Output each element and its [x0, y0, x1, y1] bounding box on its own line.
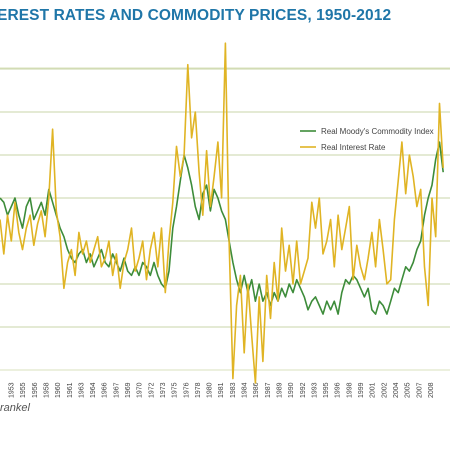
series-line-interest — [0, 42, 444, 384]
series-line-commodity — [0, 141, 444, 315]
x-tick-label: 2005 — [405, 382, 412, 398]
x-tick-label: 1976 — [183, 382, 190, 398]
x-axis-tick-labels: 1953 1955 1956 1958 1960 1961 1963 1964 1966 1967… — [9, 382, 435, 398]
x-tick-label: 1998 — [346, 382, 353, 398]
x-tick-label: 1983 — [230, 382, 237, 398]
x-tick-label: 1961 — [67, 382, 74, 398]
x-tick-label: 1955 — [20, 382, 27, 398]
chart-title: EREST RATES AND COMMODITY PRICES, 1950-2… — [0, 7, 392, 24]
x-tick-label: 2004 — [393, 382, 400, 398]
x-tick-label: 1973 — [160, 382, 167, 398]
x-tick-label: 1980 — [207, 382, 214, 398]
x-tick-label: 2002 — [381, 382, 388, 398]
x-tick-label: 1966 — [102, 382, 109, 398]
x-tick-label: 1975 — [172, 382, 179, 398]
x-tick-label: 1986 — [253, 382, 260, 398]
legend-label-commodity: Real Moody's Commodity Index — [321, 127, 434, 136]
source-note: rankel — [0, 402, 30, 414]
x-tick-label: 1969 — [125, 382, 132, 398]
x-tick-label: 1993 — [311, 382, 318, 398]
x-tick-label: 1972 — [148, 382, 155, 398]
x-tick-label: 1981 — [218, 382, 225, 398]
x-tick-label: 1956 — [32, 382, 39, 398]
x-tick-label: 1984 — [242, 382, 249, 398]
x-tick-label: 1958 — [43, 382, 50, 398]
x-tick-label: 1989 — [276, 382, 283, 398]
legend: Real Moody's Commodity Index Real Intere… — [300, 127, 434, 152]
x-tick-label: 2001 — [370, 382, 377, 398]
x-tick-label: 2007 — [416, 382, 423, 398]
x-tick-label: 1987 — [265, 382, 272, 398]
x-tick-label: 1995 — [323, 382, 330, 398]
x-tick-label: 1996 — [335, 382, 342, 398]
x-tick-label: 2008 — [428, 382, 435, 398]
legend-label-interest: Real Interest Rate — [321, 143, 386, 152]
x-tick-label: 1964 — [90, 382, 97, 398]
series-lines — [0, 42, 444, 384]
x-tick-label: 1953 — [9, 382, 16, 398]
x-tick-label: 1970 — [137, 382, 144, 398]
x-tick-label: 1960 — [55, 382, 62, 398]
x-tick-label: 1978 — [195, 382, 202, 398]
x-tick-label: 1967 — [113, 382, 120, 398]
x-tick-label: 1990 — [288, 382, 295, 398]
x-tick-label: 1992 — [300, 382, 307, 398]
x-tick-label: 1963 — [78, 382, 85, 398]
x-tick-label: 1999 — [358, 382, 365, 398]
